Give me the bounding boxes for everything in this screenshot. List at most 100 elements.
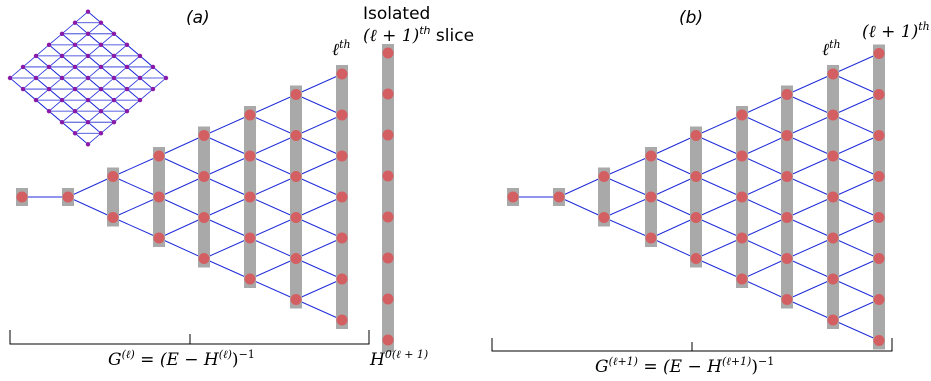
- edge: [832, 155, 880, 177]
- edge: [249, 114, 297, 136]
- edge: [603, 155, 652, 177]
- edge: [832, 135, 880, 157]
- site-node: [198, 171, 210, 182]
- edge: [741, 258, 788, 280]
- inset-edge: [48, 33, 63, 46]
- site-node: [781, 130, 793, 141]
- site-node: [553, 191, 565, 203]
- site-node: [153, 150, 165, 162]
- inset-edge: [139, 88, 154, 101]
- edge: [249, 135, 297, 157]
- edges: [513, 53, 880, 341]
- site-node: [736, 109, 748, 121]
- edge: [832, 53, 880, 75]
- panel-b-tag: (b): [679, 8, 704, 28]
- site-node: [873, 48, 885, 59]
- inset-edge: [74, 132, 89, 145]
- slice-bar: [598, 167, 610, 227]
- inset-edge: [22, 55, 37, 68]
- inset-edge: [152, 66, 167, 79]
- site-node: [690, 130, 702, 141]
- site-node: [873, 89, 885, 100]
- site-node: [16, 191, 28, 203]
- site-node: [873, 335, 885, 346]
- site-node: [336, 150, 348, 162]
- edge: [650, 135, 697, 157]
- inset-edge: [74, 77, 89, 90]
- inset-edge: [61, 22, 76, 35]
- site-node: [244, 232, 256, 244]
- inset-edge: [113, 110, 128, 123]
- edge: [295, 73, 343, 95]
- inset-node: [85, 53, 91, 59]
- inset-edge: [113, 99, 128, 112]
- edge: [249, 196, 297, 218]
- inset-edge: [61, 88, 76, 101]
- inset-node: [72, 131, 78, 136]
- inset-edge: [87, 22, 102, 35]
- site-node: [290, 294, 302, 305]
- site-node: [244, 109, 256, 121]
- inset-edge: [48, 99, 63, 112]
- edge: [741, 217, 788, 239]
- inset-lattice-graph: [7, 9, 169, 147]
- slice-bar: [290, 85, 302, 309]
- site-node: [873, 212, 885, 223]
- inset-edge: [87, 88, 102, 101]
- site-node: [62, 191, 74, 203]
- site-node: [873, 171, 885, 182]
- site-node: [827, 68, 839, 80]
- inset-node: [72, 86, 78, 92]
- inset-edge: [139, 66, 154, 79]
- inset-node: [111, 120, 117, 125]
- site-node: [827, 314, 839, 326]
- edge: [695, 135, 743, 157]
- inset-node: [85, 9, 91, 14]
- site-node: [290, 130, 302, 141]
- site-node: [690, 171, 702, 182]
- inset-node: [137, 53, 143, 59]
- inset-edge: [74, 33, 89, 46]
- edge: [295, 278, 343, 300]
- site-node: [382, 47, 394, 59]
- edge: [786, 196, 834, 218]
- edge: [832, 299, 880, 321]
- panel-b-slice-label: ℓth: [822, 38, 841, 60]
- inset-node: [72, 42, 78, 48]
- site-node: [336, 232, 348, 244]
- inset-edge: [35, 44, 50, 57]
- edge: [249, 237, 297, 259]
- edge: [603, 176, 652, 198]
- edge: [249, 94, 297, 116]
- inset-node: [111, 97, 117, 103]
- edge: [786, 114, 834, 136]
- edge: [295, 237, 343, 259]
- edge: [786, 217, 834, 239]
- edge: [695, 114, 743, 136]
- inset-node: [150, 86, 156, 92]
- edge: [650, 196, 697, 218]
- edge: [203, 196, 251, 218]
- site-node: [781, 294, 793, 305]
- panel-b-next-slice-label: (ℓ + 1)th: [862, 20, 930, 42]
- panel-a-graph: [16, 65, 348, 329]
- inset-node: [98, 42, 104, 48]
- site-node: [873, 130, 885, 141]
- site-node: [382, 88, 394, 100]
- edge: [832, 278, 880, 300]
- site-node: [382, 252, 394, 264]
- inset-edge: [48, 55, 63, 68]
- site-node: [827, 273, 839, 285]
- inset-node: [124, 86, 130, 92]
- inset-node: [137, 75, 143, 81]
- site-node: [290, 89, 302, 100]
- inset-edge: [100, 110, 115, 123]
- isolated-hamiltonian-label: H0(ℓ + 1): [370, 348, 429, 370]
- inset-node: [59, 31, 65, 36]
- site-node: [382, 170, 394, 182]
- panel-a-tag: (a): [186, 8, 210, 28]
- inset-edge: [35, 88, 50, 101]
- edge: [295, 114, 343, 136]
- inset-node: [124, 42, 130, 48]
- site-node: [244, 150, 256, 162]
